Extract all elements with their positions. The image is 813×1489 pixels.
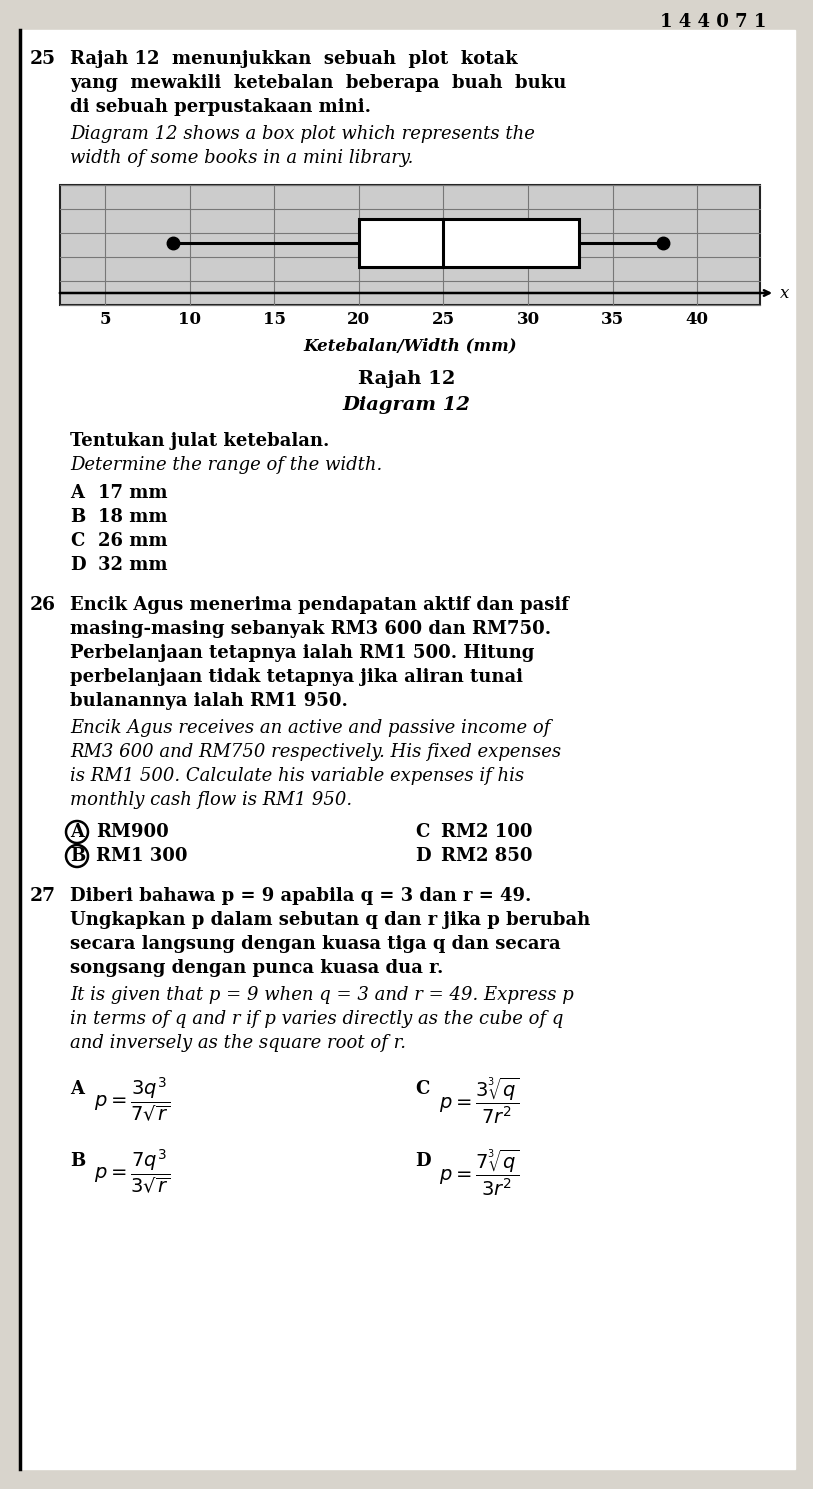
Text: 32 mm: 32 mm <box>98 555 167 573</box>
Text: C: C <box>415 823 429 841</box>
Text: $p=\dfrac{7\sqrt[3]{q}}{3r^2}$: $p=\dfrac{7\sqrt[3]{q}}{3r^2}$ <box>439 1147 520 1197</box>
Text: 17 mm: 17 mm <box>98 484 167 502</box>
Text: Tentukan julat ketebalan.: Tentukan julat ketebalan. <box>70 432 329 450</box>
Text: It is given that p = 9 when q = 3 and r = 49. Express p: It is given that p = 9 when q = 3 and r … <box>70 986 574 1004</box>
Text: di sebuah perpustakaan mini.: di sebuah perpustakaan mini. <box>70 98 371 116</box>
Bar <box>60 185 760 305</box>
Text: A: A <box>70 484 84 502</box>
Text: C: C <box>70 532 85 549</box>
Text: Ketebalan/Width (mm): Ketebalan/Width (mm) <box>303 337 517 354</box>
Text: $p=\dfrac{7q^3}{3\sqrt{r}}$: $p=\dfrac{7q^3}{3\sqrt{r}}$ <box>94 1147 170 1196</box>
Text: monthly cash flow is RM1 950.: monthly cash flow is RM1 950. <box>70 791 352 809</box>
Text: 35: 35 <box>601 311 624 328</box>
Text: RM900: RM900 <box>96 823 169 841</box>
Text: songsang dengan punca kuasa dua r.: songsang dengan punca kuasa dua r. <box>70 959 443 977</box>
Text: x: x <box>780 284 789 301</box>
Text: 25: 25 <box>30 51 56 68</box>
Text: Determine the range of the width.: Determine the range of the width. <box>70 456 382 474</box>
Bar <box>359 219 579 267</box>
Text: Diagram 12: Diagram 12 <box>342 396 471 414</box>
Text: 15: 15 <box>263 311 285 328</box>
Text: Diagram 12 shows a box plot which represents the: Diagram 12 shows a box plot which repres… <box>70 125 535 143</box>
Text: A: A <box>70 1080 84 1097</box>
Text: 20: 20 <box>347 311 371 328</box>
Text: D: D <box>415 847 431 865</box>
Text: in terms of q and r if p varies directly as the cube of q: in terms of q and r if p varies directly… <box>70 1010 563 1027</box>
Text: $p=\dfrac{3q^3}{7\sqrt{r}}$: $p=\dfrac{3q^3}{7\sqrt{r}}$ <box>94 1075 170 1124</box>
Text: A: A <box>70 823 84 841</box>
Text: Encik Agus receives an active and passive income of: Encik Agus receives an active and passiv… <box>70 719 550 737</box>
Text: Encik Agus menerima pendapatan aktif dan pasif: Encik Agus menerima pendapatan aktif dan… <box>70 596 569 613</box>
Text: masing-masing sebanyak RM3 600 dan RM750.: masing-masing sebanyak RM3 600 dan RM750… <box>70 619 551 637</box>
Text: D: D <box>70 555 85 573</box>
Text: Perbelanjaan tetapnya ialah RM1 500. Hitung: Perbelanjaan tetapnya ialah RM1 500. Hit… <box>70 645 534 663</box>
Text: Ungkapkan p dalam sebutan q dan r jika p berubah: Ungkapkan p dalam sebutan q dan r jika p… <box>70 911 590 929</box>
Text: and inversely as the square root of r.: and inversely as the square root of r. <box>70 1033 406 1053</box>
Text: perbelanjaan tidak tetapnya jika aliran tunai: perbelanjaan tidak tetapnya jika aliran … <box>70 669 523 686</box>
Text: RM2 100: RM2 100 <box>441 823 533 841</box>
Text: B: B <box>70 508 85 526</box>
Text: 10: 10 <box>178 311 201 328</box>
Text: Rajah 12: Rajah 12 <box>358 369 455 389</box>
Text: D: D <box>415 1152 431 1170</box>
Text: Diberi bahawa p = 9 apabila q = 3 dan r = 49.: Diberi bahawa p = 9 apabila q = 3 dan r … <box>70 887 532 905</box>
Text: yang  mewakili  ketebalan  beberapa  buah  buku: yang mewakili ketebalan beberapa buah bu… <box>70 74 567 92</box>
Text: 26: 26 <box>30 596 56 613</box>
Text: secara langsung dengan kuasa tiga q dan secara: secara langsung dengan kuasa tiga q dan … <box>70 935 561 953</box>
Text: 1 4 4 0 7 1: 1 4 4 0 7 1 <box>660 13 766 31</box>
Text: 25: 25 <box>432 311 455 328</box>
Text: 27: 27 <box>30 887 56 905</box>
Text: B: B <box>70 1152 85 1170</box>
Text: 40: 40 <box>685 311 709 328</box>
Text: RM2 850: RM2 850 <box>441 847 533 865</box>
Text: 26 mm: 26 mm <box>98 532 167 549</box>
Text: bulanannya ialah RM1 950.: bulanannya ialah RM1 950. <box>70 692 348 710</box>
Text: RM3 600 and RM750 respectively. His fixed expenses: RM3 600 and RM750 respectively. His fixe… <box>70 743 561 761</box>
Text: B: B <box>70 847 85 865</box>
Text: RM1 300: RM1 300 <box>96 847 188 865</box>
Text: width of some books in a mini library.: width of some books in a mini library. <box>70 149 413 167</box>
Text: 30: 30 <box>516 311 540 328</box>
Text: 18 mm: 18 mm <box>98 508 167 526</box>
Text: is RM1 500. Calculate his variable expenses if his: is RM1 500. Calculate his variable expen… <box>70 767 524 785</box>
Text: C: C <box>415 1080 429 1097</box>
Text: 5: 5 <box>99 311 111 328</box>
Text: $p=\dfrac{3\sqrt[3]{q}}{7r^2}$: $p=\dfrac{3\sqrt[3]{q}}{7r^2}$ <box>439 1075 520 1126</box>
Text: Rajah 12  menunjukkan  sebuah  plot  kotak: Rajah 12 menunjukkan sebuah plot kotak <box>70 51 518 68</box>
